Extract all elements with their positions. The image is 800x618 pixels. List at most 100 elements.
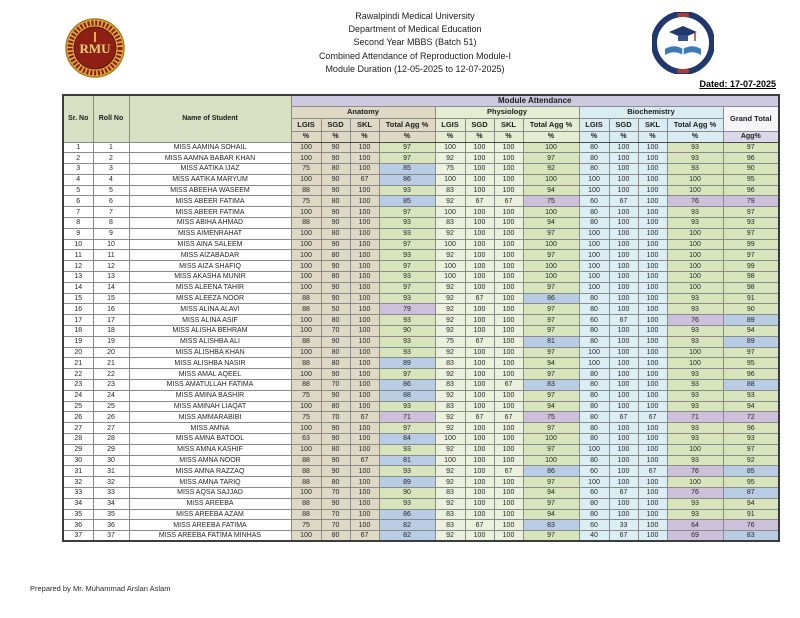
grand-total-cell: 94: [722, 497, 780, 510]
score-cell: 100: [290, 249, 322, 262]
score-cell: 100: [349, 152, 380, 165]
total-agg-cell: 97: [522, 389, 580, 402]
score-cell: 90: [320, 173, 351, 186]
student-name-cell: MISS ALISHBA NASIR: [128, 357, 292, 370]
student-row: 4 4 MISS AATIKA MARYUM 100 90 67 86 100 100 100 10…: [62, 173, 780, 186]
score-cell: 100: [608, 368, 639, 381]
total-agg-cell: 97: [522, 530, 580, 542]
grand-total-cell: 91: [722, 508, 780, 521]
roll-no-cell: 31: [92, 465, 130, 478]
score-cell: 100: [637, 357, 668, 370]
sr-no-cell: 26: [62, 411, 94, 424]
score-cell: 88: [290, 357, 322, 370]
total-agg-cell: 97: [378, 238, 436, 251]
score-cell: 80: [320, 163, 351, 175]
score-cell: 90: [320, 497, 351, 510]
score-cell: 100: [464, 508, 495, 521]
total-agg-cell: 82: [378, 519, 436, 532]
score-cell: 67: [493, 411, 524, 424]
score-cell: 100: [637, 314, 668, 327]
grand-total-cell: 79: [722, 195, 780, 208]
grand-total-cell: 93: [722, 389, 780, 402]
grand-total-cell: 99: [722, 238, 780, 251]
score-cell: 100: [349, 271, 380, 283]
student-name-cell: MISS AREEBA: [128, 497, 292, 510]
score-cell: 67: [608, 195, 639, 208]
total-agg-cell: 97: [522, 497, 580, 510]
student-row: 21 21 MISS ALISHBA NASIR 88 80 100 89 83 100 100 9…: [62, 357, 780, 370]
score-cell: 100: [349, 238, 380, 251]
score-cell: 100: [464, 487, 495, 499]
total-agg-cell: 83: [522, 379, 580, 391]
score-cell: 90: [320, 335, 351, 348]
roll-no-cell: 27: [92, 422, 130, 435]
score-cell: 60: [578, 519, 610, 532]
total-agg-cell: 97: [522, 314, 580, 327]
score-cell: 100: [290, 238, 322, 251]
score-cell: 100: [608, 141, 639, 154]
score-cell: 100: [349, 433, 380, 445]
percent-header: %: [608, 130, 639, 143]
student-row: 15 15 MISS ALEEZA NOOR 88 90 100 93 92 67 100 86 80…: [62, 292, 780, 305]
total-agg-cell: 93: [666, 379, 724, 391]
score-cell: 100: [608, 173, 639, 186]
roll-no-cell: 30: [92, 454, 130, 467]
roll-no-cell: 36: [92, 519, 130, 532]
score-cell: 67: [464, 292, 495, 305]
total-agg-cell: 97: [522, 476, 580, 488]
total-agg-cell: 93: [666, 422, 724, 435]
student-row: 7 7 MISS ABEER FATIMA 100 90 100 97 100 100 100 10…: [62, 206, 780, 219]
score-cell: 100: [578, 227, 610, 240]
total-agg-cell: 100: [666, 184, 724, 197]
student-row: 28 28 MISS AMNA BATOOL 63 90 100 84 100 100 100 10…: [62, 433, 780, 445]
sr-no-cell: 24: [62, 389, 94, 402]
score-cell: 67: [608, 411, 639, 424]
score-cell: 100: [290, 530, 322, 542]
total-agg-cell: 81: [378, 454, 436, 467]
score-cell: 100: [464, 357, 495, 370]
attendance-table: Sr. No Roll No Name of Student Module Atten…: [62, 94, 781, 543]
score-cell: 70: [320, 519, 351, 532]
roll-no-cell: 26: [92, 411, 130, 424]
sr-no-cell: 3: [62, 163, 94, 175]
module-duration-line: Module Duration (12-05-2025 to 12-07-202…: [325, 63, 505, 74]
score-cell: 100: [637, 206, 668, 219]
score-cell: 100: [608, 206, 639, 219]
score-cell: 100: [493, 519, 524, 532]
score-cell: 83: [434, 508, 466, 521]
score-cell: 100: [349, 281, 380, 294]
grand-total-cell: 90: [722, 163, 780, 175]
percent-header: %: [464, 130, 495, 143]
score-cell: 67: [464, 411, 495, 424]
score-cell: 83: [434, 519, 466, 532]
score-cell: 83: [434, 217, 466, 229]
total-agg-cell: 93: [666, 454, 724, 467]
student-row: 24 24 MISS AMINA BASHIR 75 90 100 88 92 100 100 97…: [62, 389, 780, 402]
score-cell: 100: [290, 487, 322, 499]
score-cell: 100: [290, 260, 322, 273]
grand-total-cell: 72: [722, 411, 780, 424]
score-cell: 100: [464, 303, 495, 316]
sr-no-cell: 2: [62, 152, 94, 165]
score-cell: 100: [637, 508, 668, 521]
score-cell: 100: [608, 238, 639, 251]
score-cell: 100: [578, 281, 610, 294]
roll-no-cell: 23: [92, 379, 130, 391]
total-agg-cell: 97: [378, 141, 436, 154]
score-cell: 100: [290, 346, 322, 359]
student-name-cell: MISS AQSA SAJJAD: [128, 487, 292, 499]
score-cell: 100: [493, 335, 524, 348]
student-name-cell: MISS AMATULLAH FATIMA: [128, 379, 292, 391]
sr-no-cell: 28: [62, 433, 94, 445]
score-cell: 100: [493, 260, 524, 273]
score-cell: 100: [608, 292, 639, 305]
score-cell: 63: [290, 433, 322, 445]
grand-total-cell: 93: [722, 217, 780, 229]
total-agg-cell: 93: [666, 368, 724, 381]
score-cell: 80: [578, 433, 610, 445]
total-agg-cell: 92: [522, 163, 580, 175]
score-cell: 100: [434, 271, 466, 283]
score-cell: 92: [434, 292, 466, 305]
score-cell: 100: [464, 346, 495, 359]
total-agg-cell: 93: [378, 335, 436, 348]
